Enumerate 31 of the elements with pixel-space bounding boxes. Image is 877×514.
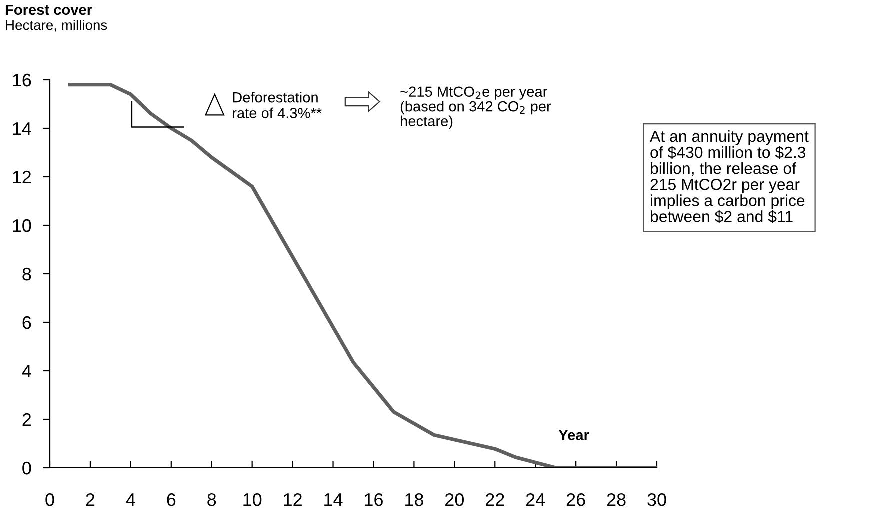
y-tick-label: 0 bbox=[22, 462, 32, 475]
y-tick-label: 16 bbox=[13, 74, 32, 87]
x-tick-label: 0 bbox=[46, 493, 54, 506]
chart-title: Forest cover bbox=[6, 4, 92, 16]
x-tick-label: 8 bbox=[208, 493, 216, 506]
y-tick-label: 4 bbox=[22, 365, 32, 378]
x-tick-label: 26 bbox=[566, 493, 586, 506]
x-tick-label: 16 bbox=[365, 493, 383, 506]
x-tick-label: 2 bbox=[86, 493, 95, 506]
text: ~215 MtCO$_{2}$e per year (based on 342 CO$_{2}$ per hectare) bbox=[400, 86, 552, 130]
x-tick-label: 22 bbox=[486, 493, 504, 506]
x-tick-label: 24 bbox=[526, 493, 546, 506]
x-tick-label: 18 bbox=[406, 493, 424, 506]
y-tick-label: 6 bbox=[22, 316, 32, 330]
x-tick-label: 14 bbox=[324, 494, 343, 506]
x-tick-label: 4 bbox=[126, 494, 136, 506]
annotation: At an annuity payment of $430 million to $2.3 billion, the release of 215 MtCO2r per year implies a carbon price between $2 and $11 bbox=[650, 130, 809, 224]
annotation: Deforestation rate of 4.3%** bbox=[233, 92, 322, 118]
x-axis-title: Year bbox=[558, 430, 590, 440]
y-tick-label: 12 bbox=[13, 170, 32, 184]
x-tick-label: 28 bbox=[607, 493, 626, 506]
x-tick-label: 12 bbox=[284, 493, 302, 506]
x-tick-label: 10 bbox=[244, 493, 262, 506]
y-tick-label: 14 bbox=[13, 122, 32, 136]
x-tick-label: 20 bbox=[446, 493, 464, 506]
x-tick-label: 6 bbox=[167, 493, 176, 506]
y-tick-label: 10 bbox=[13, 219, 32, 232]
y-tick-label: 2 bbox=[22, 413, 32, 426]
x-tick-label: 30 bbox=[648, 493, 666, 506]
y-tick-label: 8 bbox=[22, 268, 32, 281]
chart-subtitle: Hectare, millions bbox=[6, 20, 108, 32]
